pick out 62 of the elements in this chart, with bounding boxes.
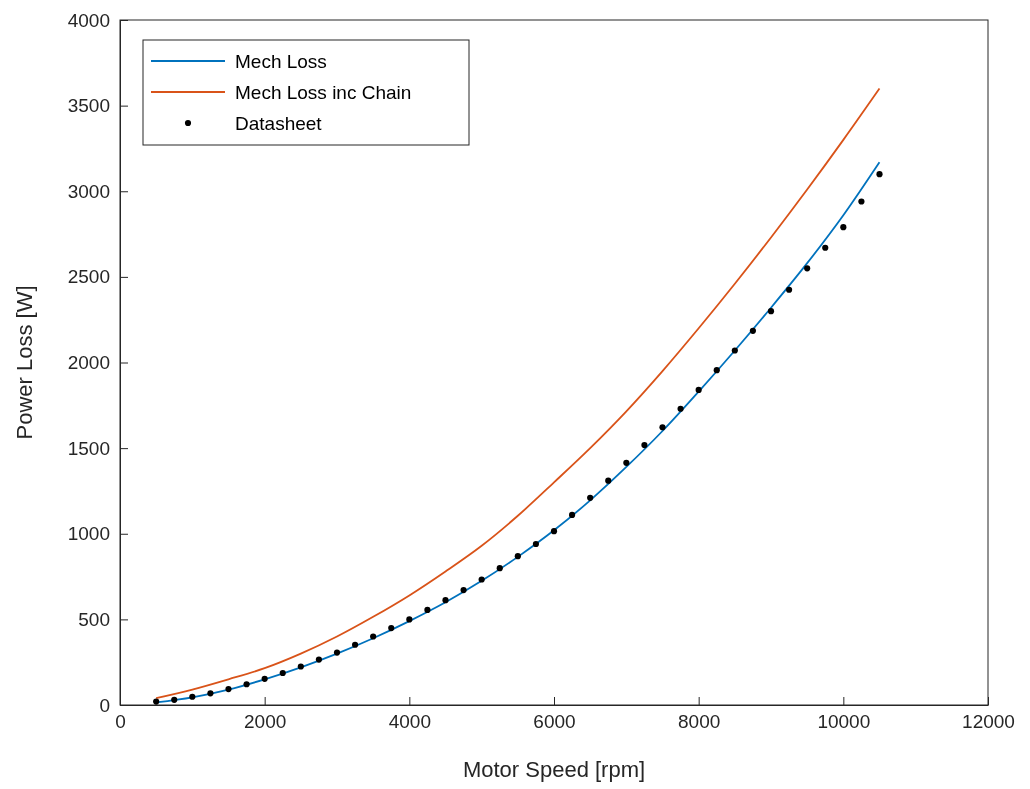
point: [496, 565, 503, 572]
y-tick-label: 2000: [67, 352, 110, 374]
x-tick-label: 10000: [817, 711, 871, 733]
point: [297, 663, 304, 670]
point: [822, 244, 829, 251]
point: [659, 424, 666, 431]
point: [442, 597, 449, 604]
point: [641, 441, 648, 449]
point: [315, 656, 323, 663]
y-tick-label: 4000: [67, 9, 110, 31]
point: [207, 690, 214, 697]
point: [478, 576, 485, 583]
point: [279, 669, 286, 677]
point: [804, 265, 811, 272]
point: [243, 681, 250, 688]
y-tick-label: 1500: [67, 437, 110, 459]
point: [623, 459, 630, 466]
point: [514, 553, 521, 560]
point: [767, 308, 775, 315]
point: [713, 367, 720, 374]
point: [370, 633, 377, 640]
point: [261, 675, 268, 682]
x-tick-label: 0: [115, 711, 126, 733]
x-tick-label: 4000: [388, 711, 431, 733]
y-axis-title: Power Loss [W]: [12, 285, 37, 440]
point: [532, 540, 540, 548]
point: [550, 528, 558, 535]
y-tick-label: 3500: [67, 95, 110, 117]
legend-label: Datasheet: [235, 113, 323, 134]
point: [695, 386, 702, 393]
y-tick-label: 3000: [67, 180, 110, 202]
point: [587, 494, 594, 501]
point: [351, 641, 359, 648]
x-axis-title: Motor Speed [rpm]: [462, 757, 646, 782]
point: [568, 511, 576, 518]
x-tick-label: 12000: [962, 711, 1015, 733]
point: [677, 405, 684, 412]
x-tick-label: 8000: [678, 711, 721, 733]
point: [424, 606, 431, 614]
x-tick-label: 6000: [533, 711, 576, 733]
point: [785, 286, 793, 293]
point: [171, 696, 178, 703]
legend-label: Mech Loss: [235, 51, 327, 72]
point: [153, 698, 160, 705]
point: [460, 587, 467, 594]
point: [858, 198, 865, 205]
point: [876, 171, 883, 178]
point: [406, 616, 413, 623]
y-tick-label: 0: [99, 694, 110, 716]
point: [840, 224, 847, 231]
legend-label: Mech Loss inc Chain: [235, 82, 412, 103]
point: [731, 347, 738, 354]
y-tick-label: 1000: [67, 523, 110, 545]
y-tick-label: 2500: [67, 266, 110, 288]
point: [605, 477, 612, 484]
point: [749, 327, 757, 334]
point: [189, 693, 196, 700]
point: [388, 625, 395, 632]
point: [225, 685, 232, 693]
y-tick-label: 500: [78, 608, 110, 630]
point: [333, 649, 341, 656]
x-tick-label: 2000: [244, 711, 287, 733]
